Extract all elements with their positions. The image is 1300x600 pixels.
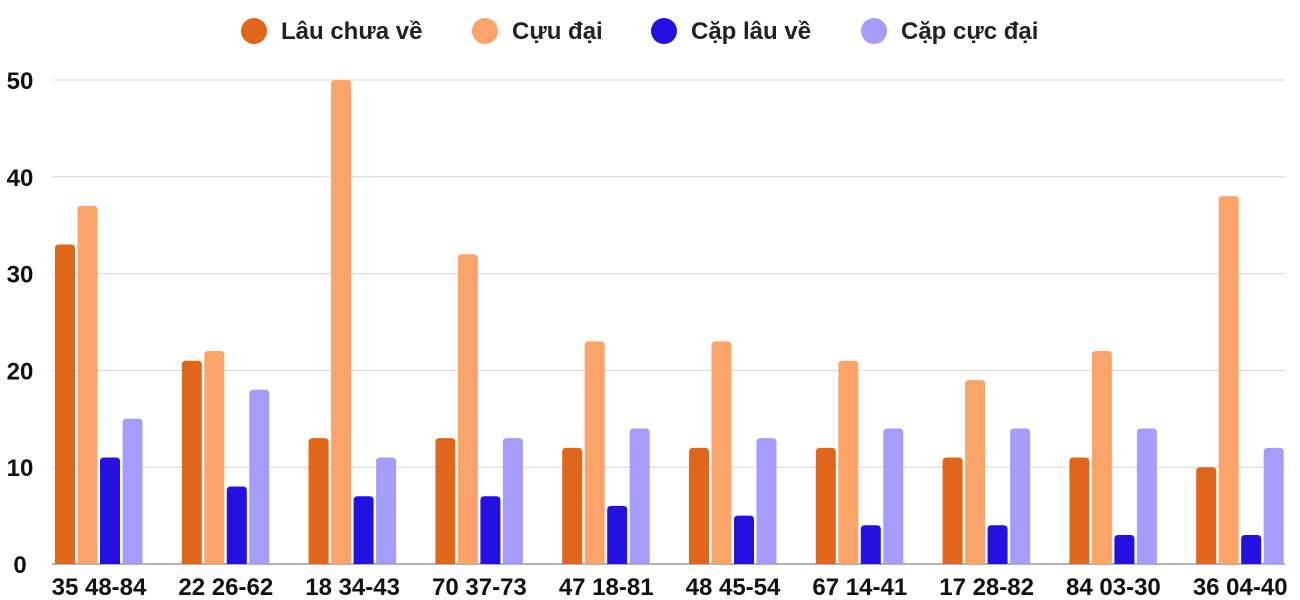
legend-item-3: Cặp lâu về	[651, 18, 811, 45]
bars	[55, 80, 1284, 565]
x-tick-label-8: 17 28-82	[939, 574, 1034, 600]
y-tick-label-20: 20	[7, 358, 34, 385]
x-tick-label-1: 35 48-84	[52, 574, 147, 600]
bar-8-1	[942, 457, 963, 564]
legend-label-3: Cặp lâu về	[691, 18, 811, 45]
y-tick-label-0: 0	[13, 552, 26, 579]
bar-9-4	[1136, 428, 1157, 564]
bar-6-1	[689, 447, 709, 564]
y-axis: 0 10 20 30 40 50	[7, 68, 34, 579]
bar-2-4	[249, 389, 270, 564]
x-tick-label-2: 22 26-62	[178, 574, 273, 600]
bar-4-1	[435, 438, 456, 564]
x-tick-label-7: 67 14-41	[812, 574, 907, 600]
category-group-9	[1069, 351, 1157, 564]
legend-marker-2	[472, 18, 498, 44]
bar-6-4	[756, 438, 777, 564]
bar-1-3	[100, 457, 120, 564]
bar-2-1	[181, 360, 202, 564]
category-group-4	[435, 254, 523, 565]
legend-marker-1	[241, 18, 267, 44]
bar-4-2	[457, 254, 478, 565]
category-group-7	[815, 360, 904, 564]
bar-3-2	[331, 80, 352, 564]
x-tick-label-6: 48 45-54	[686, 574, 781, 600]
x-tick-label-9: 84 03-30	[1066, 574, 1161, 600]
legend-item-1: Lâu chưa về	[241, 18, 422, 45]
legend-label-1: Lâu chưa về	[281, 18, 422, 45]
bar-5-4	[629, 428, 650, 564]
bar-10-2	[1218, 196, 1239, 564]
y-tick-label-10: 10	[7, 455, 34, 482]
category-group-2	[181, 351, 270, 564]
bar-9-2	[1091, 351, 1112, 564]
bar-2-2	[204, 351, 225, 564]
legend-label-2: Cựu đại	[512, 18, 603, 45]
bar-4-3	[480, 496, 501, 564]
x-axis: 35 48-84 22 26-62 18 34-43 70 37-73 47 18-81…	[52, 574, 1288, 600]
category-group-5	[562, 341, 650, 564]
bar-5-3	[607, 505, 628, 564]
legend: Lâu chưa về Cựu đại Cặp lâu về Cặp cực đại	[241, 18, 1038, 45]
bar-1-1	[55, 244, 75, 564]
bar-6-2	[711, 341, 732, 564]
x-tick-label-3: 18 34-43	[305, 574, 400, 600]
bar-8-3	[987, 525, 1008, 564]
bar-1-2	[77, 205, 98, 564]
category-group-6	[689, 341, 777, 564]
bar-7-2	[838, 360, 859, 564]
bar-1-4	[122, 418, 143, 564]
bar-7-3	[860, 525, 881, 564]
category-group-10	[1196, 196, 1284, 564]
x-tick-label-10: 36 04-40	[1193, 574, 1288, 600]
bar-7-1	[815, 447, 836, 564]
category-group-3	[308, 80, 397, 564]
category-group-8	[942, 380, 1031, 564]
legend-label-4: Cặp cực đại	[901, 18, 1038, 45]
bar-8-4	[1010, 428, 1031, 564]
y-tick-label-50: 50	[7, 68, 34, 95]
bar-9-1	[1069, 457, 1090, 564]
bar-3-3	[353, 496, 374, 564]
bar-5-1	[562, 447, 583, 564]
x-tick-label-5: 47 18-81	[559, 574, 654, 600]
bar-3-1	[308, 438, 329, 564]
bar-10-1	[1196, 467, 1217, 564]
bar-3-4	[376, 457, 397, 564]
bar-2-3	[226, 486, 247, 564]
bar-4-4	[502, 438, 523, 564]
legend-marker-4	[861, 18, 887, 44]
y-tick-label-40: 40	[7, 165, 34, 192]
bar-7-4	[883, 428, 904, 564]
category-group-1	[55, 205, 143, 564]
bar-8-2	[965, 380, 986, 564]
x-tick-label-4: 70 37-73	[432, 574, 527, 600]
bar-6-3	[734, 515, 754, 564]
bar-5-2	[584, 341, 605, 564]
legend-item-2: Cựu đại	[472, 18, 603, 45]
legend-marker-3	[651, 18, 677, 44]
legend-item-4: Cặp cực đại	[861, 18, 1038, 45]
bar-9-3	[1114, 534, 1135, 564]
bar-10-4	[1263, 447, 1284, 564]
bar-10-3	[1241, 534, 1262, 564]
y-tick-label-30: 30	[7, 262, 34, 289]
